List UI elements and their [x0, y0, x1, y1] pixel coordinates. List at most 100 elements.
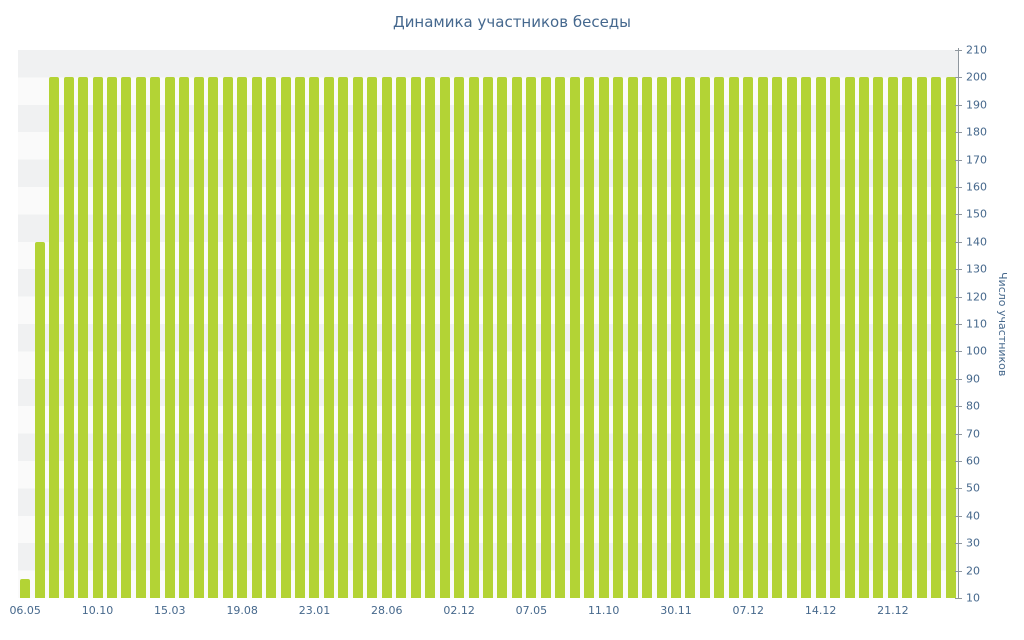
y-tick-mark [955, 132, 962, 134]
bar [121, 77, 132, 598]
bar [20, 578, 31, 598]
y-tick-label: 60 [966, 454, 980, 468]
y-tick-label: 150 [966, 207, 987, 221]
bar [627, 77, 638, 598]
y-axis-line [958, 48, 959, 599]
y-tick-label: 210 [966, 43, 987, 57]
x-tick-label: 19.08 [226, 604, 258, 617]
bar [367, 77, 378, 598]
x-tick-label: 07.05 [515, 604, 548, 617]
y-tick-label: 40 [966, 509, 980, 523]
bar [410, 77, 421, 598]
y-tick-mark [955, 50, 962, 51]
bar [902, 77, 913, 598]
y-tick-label: 130 [966, 262, 987, 276]
bar [613, 77, 624, 598]
bar [193, 77, 204, 598]
bar [642, 77, 653, 598]
bar [280, 77, 291, 598]
y-tick-mark [955, 159, 962, 161]
bar [251, 77, 262, 598]
bar [381, 77, 392, 598]
y-tick-mark [955, 269, 962, 271]
chart-title: Динамика участников беседы [392, 13, 632, 31]
bar [208, 77, 219, 598]
bar [468, 77, 479, 598]
bar [511, 77, 522, 598]
y-tick-mark [955, 378, 962, 380]
bar [49, 77, 60, 598]
bar [63, 77, 74, 598]
y-tick-mark [955, 351, 962, 353]
bar [916, 77, 927, 598]
x-tick-label: 21.12 [877, 604, 909, 617]
bar [931, 77, 942, 598]
bar [150, 77, 161, 598]
bar [656, 77, 667, 598]
y-tick-mark [955, 104, 962, 106]
y-tick-label: 180 [966, 125, 987, 139]
x-tick-label: 23.01 [298, 604, 331, 617]
y-tick-label: 50 [966, 481, 980, 495]
bar [179, 77, 190, 598]
bar [714, 77, 725, 598]
bar [569, 77, 580, 598]
y-tick-mark [955, 241, 962, 243]
x-tick-label: 11.10 [587, 604, 620, 617]
y-tick-mark [955, 515, 962, 517]
bar [801, 77, 812, 598]
bar [222, 77, 233, 598]
bar [266, 77, 277, 598]
y-tick-mark [955, 214, 962, 216]
y-axis-title: Число участников [996, 271, 1009, 377]
y-tick-mark [955, 543, 962, 545]
y-tick-label: 140 [966, 235, 987, 249]
x-tick-label: 10.10 [81, 604, 114, 617]
plot-area [18, 50, 958, 598]
y-tick-mark [955, 324, 962, 325]
y-tick-label: 90 [966, 372, 980, 386]
x-tick-label: 06.05 [9, 604, 41, 617]
y-tick-mark [955, 406, 962, 408]
y-tick-label: 160 [966, 180, 987, 194]
bar [396, 77, 407, 598]
bar [78, 77, 89, 598]
bar [352, 77, 363, 598]
bar [757, 77, 768, 598]
bar [309, 77, 320, 598]
bar [873, 77, 884, 598]
y-tick-label: 110 [966, 317, 987, 331]
y-tick-mark [955, 488, 962, 490]
y-tick-label: 10 [966, 591, 980, 605]
x-tick-label: 07.12 [732, 604, 765, 617]
bar [859, 77, 869, 598]
x-tick-label: 28.06 [371, 604, 403, 617]
bar [945, 77, 956, 598]
bar [497, 77, 508, 598]
bar [164, 77, 175, 598]
bar [598, 77, 609, 598]
bar [786, 77, 797, 598]
bar [338, 77, 349, 598]
y-tick-label: 120 [966, 290, 987, 304]
bar [699, 77, 710, 598]
bar [92, 77, 103, 598]
bar [555, 77, 566, 598]
bar [295, 77, 305, 598]
x-tick-label: 14.12 [804, 604, 837, 617]
y-tick-mark [955, 570, 962, 572]
bar [483, 77, 493, 598]
bar [323, 77, 334, 598]
bar [237, 77, 248, 598]
bar [728, 77, 739, 598]
bar [135, 77, 146, 598]
y-tick-mark [955, 433, 962, 435]
y-tick-label: 30 [966, 536, 980, 550]
bar [540, 77, 551, 598]
y-tick-label: 20 [966, 564, 980, 578]
bar [526, 77, 537, 598]
y-tick-mark [955, 461, 962, 462]
bar [685, 77, 696, 598]
y-tick-label: 80 [966, 399, 980, 413]
